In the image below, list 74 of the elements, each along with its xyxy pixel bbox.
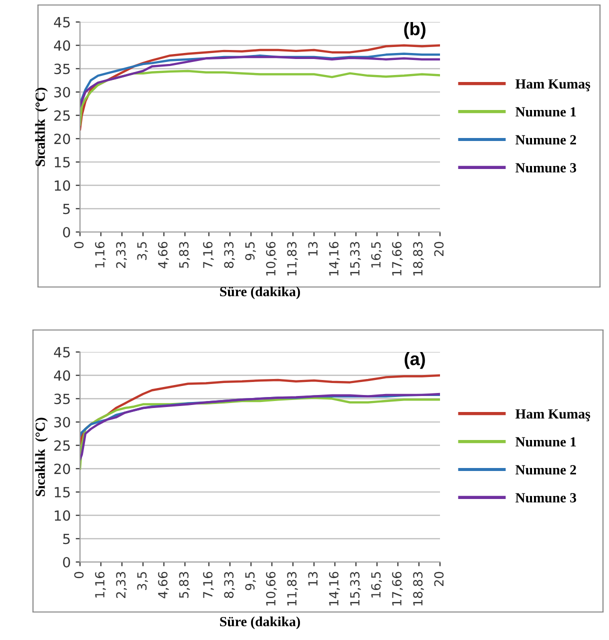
x-tick-label: 17,66 xyxy=(392,242,403,276)
x-tick-label: 7,16 xyxy=(203,242,214,268)
y-tick-label: 10 xyxy=(54,180,70,191)
y-tick-label: 30 xyxy=(54,416,70,428)
y-tick-label: 40 xyxy=(54,370,70,381)
chart-title: (b) xyxy=(404,22,426,39)
x-tick-label: 5,83 xyxy=(179,572,190,598)
y-tick-label: 45 xyxy=(54,347,70,358)
x-tick-label: 15,33 xyxy=(350,242,361,276)
x-tick-label: 2,33 xyxy=(116,572,127,598)
x-tick-label: 8,33 xyxy=(224,572,235,598)
x-tick-label: 0 xyxy=(74,242,84,248)
legend-label: Numune 2 xyxy=(516,465,576,475)
x-tick-label: 0 xyxy=(74,572,84,578)
x-tick-label: 5,83 xyxy=(179,242,190,268)
legend-label: Numune 2 xyxy=(516,135,576,145)
y-tick-label: 20 xyxy=(54,134,70,144)
line-series xyxy=(80,392,440,460)
y-tick-label: 15 xyxy=(54,157,70,168)
x-tick-label: 10,66 xyxy=(266,242,277,276)
x-tick-label: 16,5 xyxy=(371,242,382,268)
line-series xyxy=(80,70,440,126)
x-tick-label: 18,83 xyxy=(413,572,424,606)
y-tick-label: 40 xyxy=(54,40,70,51)
x-tick-label: 11,83 xyxy=(287,572,298,606)
x-tick-label: 13 xyxy=(308,242,318,256)
x-tick-label: 15,33 xyxy=(350,572,361,606)
y-tick-label: 25 xyxy=(54,440,70,451)
x-tick-label: 11,83 xyxy=(287,242,298,276)
y-tick-label: 30 xyxy=(54,86,70,98)
legend-label: Ham Kumaş xyxy=(515,79,590,92)
x-tick-label: 8,33 xyxy=(224,242,235,268)
y-tick-label: 10 xyxy=(54,510,70,521)
y-tick-label: 45 xyxy=(54,17,70,28)
y-tick-label: 5 xyxy=(63,204,70,214)
y-tick-label: 0 xyxy=(63,556,70,568)
y-tick-label: 35 xyxy=(54,64,70,74)
x-tick-label: 18,83 xyxy=(413,242,424,276)
x-tick-label: 10,66 xyxy=(266,572,277,606)
legend-label: Numune 3 xyxy=(516,493,576,502)
x-tick-label: 9,5 xyxy=(245,572,256,590)
legend-label: Numune 3 xyxy=(516,163,576,172)
legend-label: Numune 1 xyxy=(516,437,576,447)
y-axis-title: Sıcaklık (°C) xyxy=(35,418,48,496)
x-tick-label: 13 xyxy=(308,572,318,586)
x-tick-label: 7,16 xyxy=(203,572,214,598)
y-tick-label: 0 xyxy=(63,226,70,238)
y-tick-label: 15 xyxy=(54,487,70,498)
x-tick-label: 4,66 xyxy=(158,242,169,268)
x-tick-label: 14,16 xyxy=(329,242,340,276)
x-tick-label: 3,5 xyxy=(137,572,148,590)
x-axis-title: Süre (dakika) xyxy=(220,616,300,630)
y-tick-label: 25 xyxy=(54,110,70,121)
x-tick-label: 9,5 xyxy=(245,242,256,260)
chart-title: (a) xyxy=(404,352,425,369)
line-series xyxy=(80,396,440,470)
y-tick-label: 35 xyxy=(54,394,70,404)
x-tick-label: 16,5 xyxy=(371,572,382,598)
x-tick-label: 3,5 xyxy=(137,242,148,260)
x-tick-label: 14,16 xyxy=(329,572,340,606)
y-axis-title: Sıcaklık (°C) xyxy=(35,88,48,166)
x-tick-label: 20 xyxy=(434,242,444,256)
x-tick-label: 1,16 xyxy=(95,242,106,268)
x-tick-label: 1,16 xyxy=(95,572,106,598)
x-tick-label: 4,66 xyxy=(158,572,169,598)
y-tick-label: 5 xyxy=(63,534,70,544)
x-tick-label: 17,66 xyxy=(392,572,403,606)
x-tick-label: 2,33 xyxy=(116,242,127,268)
y-tick-label: 20 xyxy=(54,464,70,474)
legend-label: Ham Kumaş xyxy=(515,409,590,422)
x-axis-title: Süre (dakika) xyxy=(220,286,300,300)
legend-label: Numune 1 xyxy=(516,107,576,117)
line-series xyxy=(80,44,440,130)
x-tick-label: 20 xyxy=(434,572,444,586)
